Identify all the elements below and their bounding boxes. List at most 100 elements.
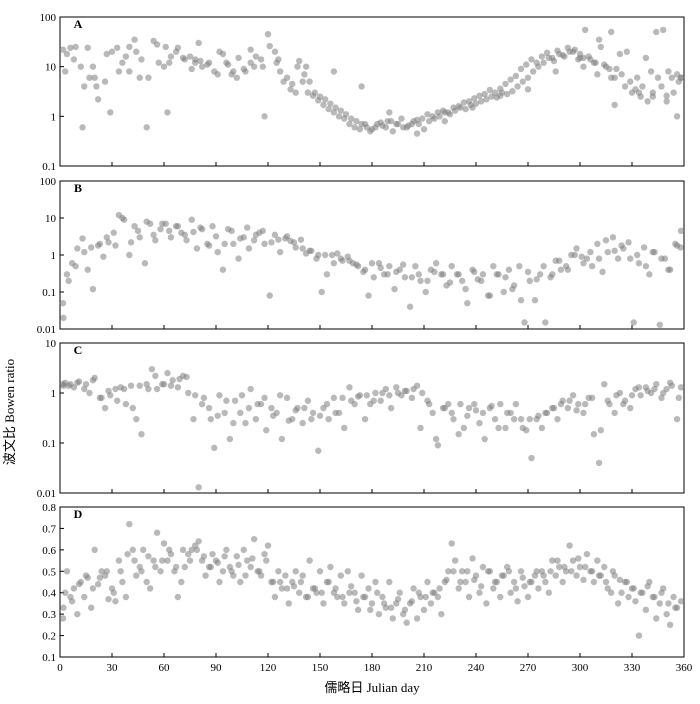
panel-d-data-point [580, 576, 587, 584]
panel-a-data-point [188, 65, 195, 73]
panel-b-data-point [119, 214, 126, 222]
panel-d-data-point [415, 589, 422, 596]
panel-d-data-point [379, 593, 386, 601]
panel-a-data-point [413, 116, 421, 124]
panel-d-data-point [438, 610, 445, 618]
panel-d-data-point [666, 621, 674, 629]
panel-a-data-point [164, 109, 171, 116]
panel-c-data-point [127, 382, 135, 389]
panel-c-data-point [595, 459, 603, 467]
panel-b-data-point [136, 234, 143, 241]
panel-a-data-point [348, 115, 355, 122]
panel-d-data-point [540, 572, 547, 579]
panel-c-y-tick-label: 1 [51, 388, 57, 400]
panel-a-data-point [115, 68, 123, 75]
panel-c-data-point [401, 387, 409, 395]
panel-c-data-point [114, 397, 121, 404]
panel-a-data-point [138, 56, 145, 63]
panel-d-data-point [380, 600, 388, 607]
panel-c-data-point [666, 379, 674, 386]
panel-d-data-point [185, 550, 192, 558]
panel-d-data-point [261, 550, 268, 558]
panel-b-data-point [462, 285, 469, 293]
panel-b-data-point [209, 223, 216, 230]
panel-a-data-point [533, 59, 540, 66]
panel-d-data-point [75, 580, 83, 588]
panel-d-data-point [146, 585, 154, 592]
panel-a-data-point [72, 43, 79, 51]
panel-d-data-point [484, 568, 492, 575]
panel-c-data-point [174, 384, 182, 391]
panel-a-data-point [166, 59, 173, 66]
panel-a-data-point [590, 59, 598, 66]
panel-c-data-point [332, 409, 339, 417]
panel-d-data-point [588, 568, 596, 575]
panel-a-data-point [478, 98, 485, 105]
panel-b-data-point [290, 239, 298, 246]
panel-a-data-point [429, 113, 436, 120]
panel-d-data-point [677, 598, 685, 605]
panel-c-data-point [673, 415, 681, 423]
panel-c-data-point [604, 397, 611, 404]
panel-b-data-point [96, 240, 104, 248]
panel-a-data-point [426, 117, 433, 125]
panel-a-data-point [332, 104, 339, 111]
panel-a-data-point [341, 115, 348, 122]
panel-a-data-point [266, 42, 273, 50]
panel-d-data-point [465, 593, 473, 601]
panel-c-data-point [611, 409, 618, 417]
panel-d-data-point [478, 583, 485, 590]
panel-d-data-point [351, 589, 358, 596]
panel-b-data-point [471, 268, 478, 276]
panel-a-data-point [197, 57, 204, 65]
panel-b-data-point [478, 277, 485, 285]
panel-d-data-point [569, 557, 577, 564]
panel-a-data-point [91, 74, 98, 81]
panel-b-data-point [126, 251, 133, 259]
panel-b-data-point [406, 303, 414, 310]
panel-b-data-point [609, 234, 617, 241]
panel-c-data-point [597, 427, 604, 434]
panel-d-data-point [207, 563, 214, 571]
panel-d-data-point [595, 572, 603, 579]
panel-d-data-point [174, 593, 182, 601]
panel-d-data-point [642, 606, 650, 614]
panel-d-data-point [637, 589, 644, 596]
panel-d-data-point [424, 578, 431, 586]
panel-d-data-point [656, 600, 663, 607]
panel-a-data-point [524, 74, 532, 81]
panel-a-data-point [372, 124, 379, 131]
panel-d-data-point [476, 589, 483, 596]
panel-b-data-point [417, 277, 424, 285]
panel-d-data-point [420, 606, 428, 614]
panel-d-data-point [249, 555, 256, 562]
panel-d-data-point [559, 578, 566, 586]
panel-a-data-point [126, 68, 133, 75]
panel-b-data-point [60, 314, 67, 322]
panel-a-y-tick-label: 10 [45, 62, 57, 74]
panel-c-data-point [504, 409, 511, 417]
panel-a-data-point [403, 124, 410, 131]
panel-c-data-point [214, 412, 221, 419]
panel-c-data-point [330, 394, 338, 402]
panel-a-data-point [569, 48, 577, 55]
panel-d-data-point [594, 557, 601, 564]
panel-d-data-point [60, 604, 67, 611]
panel-a-data-point [514, 83, 521, 90]
panel-d-data-point [346, 589, 353, 596]
panel-a-data-point [61, 68, 69, 75]
panel-c-data-point [223, 397, 230, 404]
panel-c-data-point [653, 380, 660, 388]
panel-a-data-point [389, 128, 396, 135]
panel-d-data-point [462, 578, 469, 586]
panel-c-data-point [252, 415, 260, 423]
panel-d-data-point [235, 561, 242, 569]
panel-a-data-point [507, 76, 514, 83]
panel-a-data-point [580, 63, 587, 70]
panel-b-data-point [665, 266, 672, 273]
x-tick-label: 300 [572, 662, 589, 674]
panel-b-data-point [516, 262, 523, 270]
panel-a-data-point [242, 68, 249, 75]
panel-c-data-point [410, 385, 417, 393]
panel-a-data-point [322, 96, 329, 103]
